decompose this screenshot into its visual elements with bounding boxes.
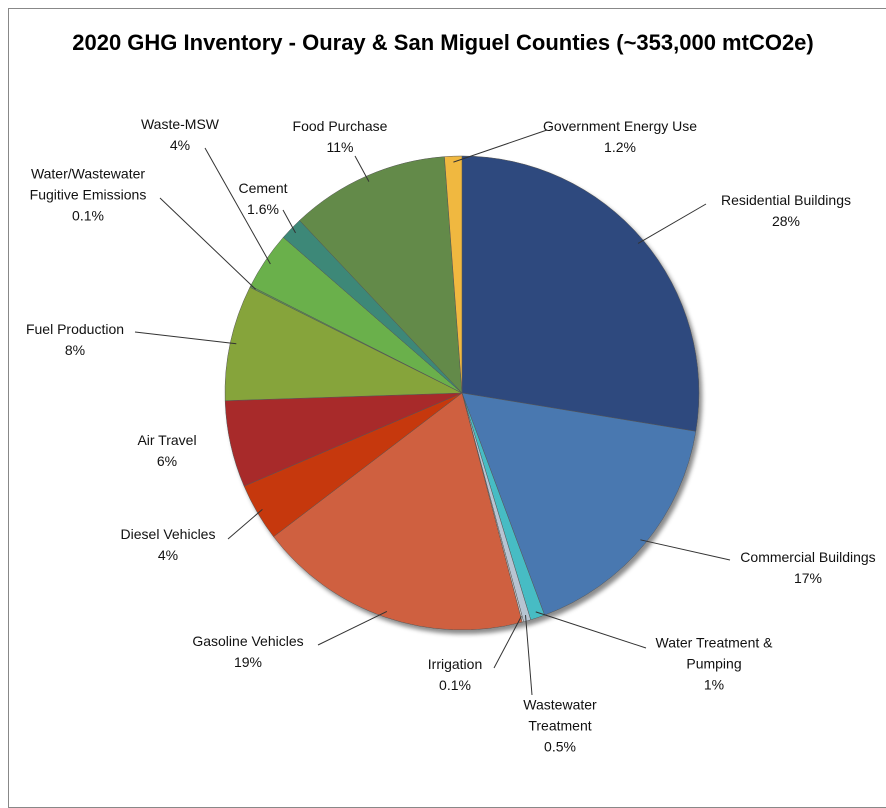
value-label: 8% [64, 342, 86, 358]
value-label: 4% [157, 547, 179, 563]
leader-line [525, 615, 533, 696]
value-label: 0.1% [72, 207, 104, 224]
leader-line [282, 209, 296, 234]
value-label: 1% [703, 676, 725, 693]
category-label: Government Energy Use [542, 118, 698, 134]
category-label: Irrigation [427, 656, 483, 672]
slice-label: Waste-MSW 4% [140, 114, 220, 156]
value-label: 1.6% [247, 201, 279, 217]
value-label: 0.1% [439, 677, 471, 693]
slice-label: Cement 1.6% [228, 178, 298, 220]
pie-slice [461, 155, 700, 432]
category-label: Wastewater Treatment [523, 696, 597, 734]
slice-label: Water/Wastewater Fugitive Emissions 0.1% [8, 164, 168, 227]
pie-slice [461, 392, 697, 616]
category-label: Diesel Vehicles [120, 526, 216, 542]
leader-line [493, 616, 522, 669]
leader-line [535, 611, 647, 649]
leader-line [134, 331, 237, 345]
category-label: Air Travel [137, 432, 197, 448]
value-label: 4% [169, 137, 191, 153]
slice-label: Air Travel 6% [127, 430, 207, 472]
category-label: Food Purchase [292, 118, 388, 134]
category-label: Water Treatment & Pumping [655, 634, 773, 672]
value-label: 11% [326, 139, 354, 155]
slice-label: Commercial Buildings 17% [723, 547, 886, 589]
leader-line [159, 197, 256, 290]
leader-line [204, 147, 271, 265]
value-label: 17% [793, 570, 823, 586]
category-label: Water/Wastewater Fugitive Emissions [29, 165, 147, 203]
slice-label: Irrigation 0.1% [415, 654, 495, 696]
slice-label: Gasoline Vehicles 19% [173, 631, 323, 673]
slice-label: Food Purchase 11% [280, 116, 400, 158]
pie-slice [273, 392, 523, 631]
slice-label: Fuel Production 8% [10, 319, 140, 361]
value-label: 28% [771, 213, 801, 229]
slice-label: Wastewater Treatment 0.5% [510, 695, 610, 758]
leader-line [640, 539, 731, 561]
category-label: Waste-MSW [140, 116, 220, 132]
value-label: 19% [233, 654, 263, 670]
slice-label: Diesel Vehicles 4% [103, 524, 233, 566]
category-label: Fuel Production [25, 321, 125, 337]
leader-line [637, 203, 707, 244]
category-label: Residential Buildings [721, 192, 851, 208]
slice-label: Water Treatment & Pumping 1% [639, 633, 789, 696]
category-label: Cement [238, 180, 288, 196]
value-label: 0.5% [544, 738, 576, 755]
pie-slice [224, 286, 463, 401]
category-label: Gasoline Vehicles [192, 633, 304, 649]
slice-label: Government Energy Use 1.2% [540, 116, 700, 158]
category-label: Commercial Buildings [740, 549, 876, 565]
chart-title: 2020 GHG Inventory - Ouray & San Miguel … [72, 30, 814, 55]
leader-line [317, 610, 388, 646]
pie-slice [444, 155, 463, 394]
leader-line [227, 508, 263, 540]
value-label: 6% [156, 453, 178, 469]
leader-line [354, 155, 370, 182]
value-label: 1.2% [604, 139, 636, 155]
leader-line [453, 129, 548, 163]
slice-label: Residential Buildings 28% [696, 190, 876, 232]
